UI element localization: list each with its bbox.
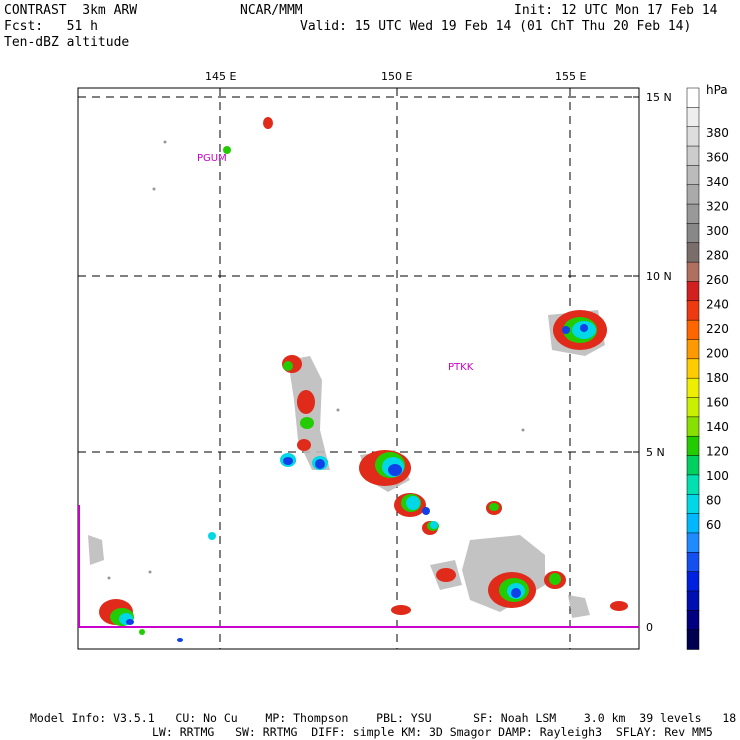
colorbar-swatch <box>686 590 700 612</box>
colorbar-label: 300 <box>706 224 729 238</box>
colorbar-label: 200 <box>706 347 729 361</box>
colorbar-unit: hPa <box>706 83 728 97</box>
colorbar-swatch <box>686 435 700 457</box>
colorbar-label: 320 <box>706 200 729 214</box>
colorbar-swatch <box>686 532 700 554</box>
colorbar-swatch <box>686 165 700 186</box>
colorbar-swatch <box>686 493 700 515</box>
colorbar-swatch <box>686 145 700 167</box>
colorbar-swatch <box>686 261 700 283</box>
colorbar-swatch <box>686 377 700 399</box>
colorbar-label: 60 <box>706 518 721 532</box>
colorbar-swatch <box>686 513 700 534</box>
colorbar-swatch <box>686 416 700 437</box>
colorbar-label: 120 <box>706 445 729 459</box>
lat-label-10n: 10 N <box>646 270 672 283</box>
colorbar-label: 160 <box>706 396 729 410</box>
colorbar-swatch <box>686 281 700 302</box>
init-time: Init: 12 UTC Mon 17 Feb 14 <box>514 3 718 18</box>
valid-time: Valid: 15 UTC Wed 19 Feb 14 (01 ChT Thu … <box>300 19 692 34</box>
colorbar-swatch <box>686 87 700 109</box>
colorbar-label: 140 <box>706 420 729 434</box>
colorbar-label: 340 <box>706 175 729 189</box>
forecast-hour: Fcst: 51 h <box>4 19 98 34</box>
colorbar-swatch <box>686 610 700 631</box>
colorbar-swatch <box>686 319 700 341</box>
lat-label-0: 0 <box>646 621 653 634</box>
scattered-specks <box>107 140 525 580</box>
colorbar-swatch <box>686 242 700 263</box>
lon-label-145: 145 E <box>205 70 236 83</box>
grid-lines <box>78 88 639 649</box>
colorbar-swatch <box>686 571 700 592</box>
colorbar-swatch <box>686 107 700 128</box>
map-frame <box>77 87 640 650</box>
cell-deep-cores <box>126 324 588 642</box>
colorbar-label: 280 <box>706 249 729 263</box>
colorbar-labels: 380 360 340 320 300 280 260 240 220 200 180 160 140 1… <box>706 126 729 532</box>
lon-label-155: 155 E <box>555 70 586 83</box>
organization: NCAR/MMM <box>240 3 303 18</box>
colorbar-swatch <box>686 300 700 321</box>
colorbar-swatch <box>686 474 700 495</box>
station-label-pgum: PGUM <box>197 153 227 164</box>
colorbar-swatch <box>686 358 700 379</box>
colorbar-label: 220 <box>706 322 729 336</box>
colorbar-label: 100 <box>706 469 729 483</box>
colorbar-label: 80 <box>706 494 721 508</box>
station-label-ptkk: PTKK <box>448 362 474 373</box>
lat-label-5n: 5 N <box>646 446 665 459</box>
colorbar-label: 260 <box>706 273 729 287</box>
lat-label-15n: 15 N <box>646 91 672 104</box>
colorbar-label: 380 <box>706 126 729 140</box>
model-info-line2: LW: RRTMG SW: RRTMG DIFF: simple KM: 3D … <box>152 725 713 739</box>
colorbar-swatch <box>686 126 700 147</box>
colorbar-swatch <box>686 629 700 650</box>
colorbar-swatch <box>686 223 700 244</box>
field-name: Ten-dBZ altitude <box>4 35 130 50</box>
color-bar <box>686 87 700 650</box>
colorbar-swatch <box>686 339 700 360</box>
colorbar-swatch <box>686 552 700 573</box>
colorbar-swatch <box>686 397 700 418</box>
lon-label-150: 150 E <box>381 70 412 83</box>
colorbar-swatch <box>686 184 700 205</box>
colorbar-label: 360 <box>706 151 729 165</box>
colorbar-swatch <box>686 455 700 476</box>
colorbar-swatch <box>686 203 700 225</box>
colorbar-label: 240 <box>706 298 729 312</box>
domain-boundary <box>78 505 639 628</box>
model-info-line1: Model Info: V3.5.1 CU: No Cu MP: Thompso… <box>30 711 740 725</box>
model-title: CONTRAST 3km ARW <box>4 3 138 18</box>
colorbar-label: 180 <box>706 371 729 385</box>
